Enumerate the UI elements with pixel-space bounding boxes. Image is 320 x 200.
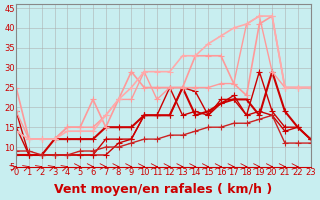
X-axis label: Vent moyen/en rafales ( km/h ): Vent moyen/en rafales ( km/h ) xyxy=(54,183,272,196)
